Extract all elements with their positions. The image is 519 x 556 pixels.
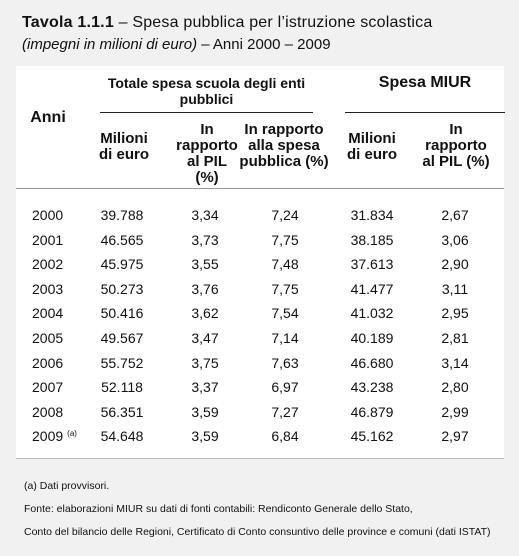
cell: 50.273 <box>100 280 144 297</box>
cell: 7,75 <box>271 231 299 248</box>
cell: 52.118 <box>101 379 143 396</box>
year-text: 2007 <box>32 379 64 396</box>
cell: 31.834 <box>350 207 394 223</box>
year: 2005 <box>22 330 92 346</box>
cell: 37.613 <box>350 256 394 273</box>
cell: 54.648 <box>100 428 144 445</box>
cell: 7,54 <box>271 305 299 322</box>
cell: 46.565 <box>100 231 144 248</box>
year-text: 2000 <box>32 207 64 223</box>
year-text: 2005 <box>32 330 64 346</box>
cell: 7,24 <box>271 207 299 223</box>
year: 2001 <box>22 232 92 248</box>
cell: 2,67 <box>441 207 469 223</box>
title: Tavola 1.1.1 – Spesa pubblica per l’istr… <box>22 14 432 32</box>
footnote: Conto del bilancio delle Regioni, Certif… <box>24 526 491 538</box>
cell: 45.975 <box>100 256 144 273</box>
cell: 39.788 <box>100 207 144 223</box>
group-header: Totale spesa scuola degli enti pubblici <box>107 75 306 107</box>
footnote: Fonte: elaborazioni MIUR su dati di font… <box>24 503 413 515</box>
cell: 3,62 <box>191 305 219 322</box>
cell: 3,55 <box>191 256 219 273</box>
header-rule <box>16 188 504 189</box>
cell: 46.879 <box>350 403 394 420</box>
year-header: Anni <box>30 109 66 126</box>
cell: 3,47 <box>191 330 219 346</box>
cell: 2,97 <box>441 428 469 445</box>
subtitle-text: – Anni 2000 – 2009 <box>201 36 331 53</box>
year: 2000 <box>22 207 92 223</box>
year: 2007 <box>22 379 92 395</box>
year: 2006 <box>22 355 92 371</box>
table-box <box>16 66 504 458</box>
subtitle: (impegni in milioni di euro) – Anni 2000… <box>22 36 331 53</box>
cell: 6,97 <box>271 379 299 396</box>
cell: 7,63 <box>271 354 299 371</box>
table-label: Tavola 1.1.1 <box>22 14 114 31</box>
cell: 45.162 <box>350 428 394 445</box>
cell: 50.416 <box>100 305 144 322</box>
cell: 43.238 <box>350 379 394 396</box>
cell: 3,37 <box>191 379 219 396</box>
cell: 49.567 <box>100 330 144 346</box>
cell: 3,06 <box>441 231 469 248</box>
subtitle-italic: (impegni in milioni di euro) <box>22 36 198 53</box>
cell: 55.752 <box>100 354 144 371</box>
year: 2008 <box>22 404 92 420</box>
cell: 3,59 <box>191 403 219 420</box>
cell: 3,14 <box>441 354 469 371</box>
column-header: In rapporto al PIL (%) <box>422 121 490 170</box>
group-rule <box>100 112 313 113</box>
column-header: In rapporto alla spesa pubblica (%) <box>239 121 329 170</box>
cell: 3,75 <box>191 354 219 371</box>
group-header: Spesa MIUR <box>378 74 472 91</box>
cell: 2,80 <box>441 379 469 396</box>
cell: 56.351 <box>100 403 144 420</box>
column-header: Milioni di euro <box>346 130 397 163</box>
cell: 41.477 <box>350 280 394 297</box>
group-rule <box>345 112 505 113</box>
cell: 7,27 <box>271 403 299 420</box>
year: 2004 <box>22 305 92 321</box>
year-text: 2001 <box>32 231 64 248</box>
cell: 7,14 <box>271 330 299 346</box>
cell: 2,95 <box>441 305 469 322</box>
column-header: Milioni di euro <box>98 130 149 163</box>
column-header: In rapporto al PIL (%) <box>176 121 238 186</box>
year-text: 2004 <box>32 305 64 322</box>
footnote: (a) Dati provvisori. <box>24 480 110 492</box>
title-text: – Spesa pubblica per l’istruzione scolas… <box>118 14 433 31</box>
cell: 2,81 <box>441 330 469 346</box>
cell: 3,11 <box>441 280 469 297</box>
cell: 7,48 <box>271 256 299 273</box>
cell: 7,75 <box>271 280 299 297</box>
year: 2002 <box>22 256 92 272</box>
year-text: 2006 <box>32 354 64 371</box>
year-text: 2003 <box>32 280 64 297</box>
year: 2003 <box>22 281 92 297</box>
year: 2009 (a) <box>22 428 92 444</box>
year-text: 2009 <box>32 428 64 445</box>
cell: 3,73 <box>191 231 219 248</box>
cell: 41.032 <box>350 305 394 322</box>
year-note: (a) <box>67 428 77 438</box>
cell: 2,90 <box>441 256 469 273</box>
cell: 46.680 <box>350 354 394 371</box>
cell: 6,84 <box>271 428 299 445</box>
year-text: 2002 <box>32 256 64 273</box>
cell: 3,34 <box>191 207 219 223</box>
cell: 3,59 <box>191 428 219 445</box>
cell: 3,76 <box>191 280 219 297</box>
cell: 40.189 <box>350 330 394 346</box>
cell: 38.185 <box>350 231 394 248</box>
year-text: 2008 <box>32 403 64 420</box>
bottom-rule <box>16 458 504 459</box>
cell: 2,99 <box>441 403 469 420</box>
